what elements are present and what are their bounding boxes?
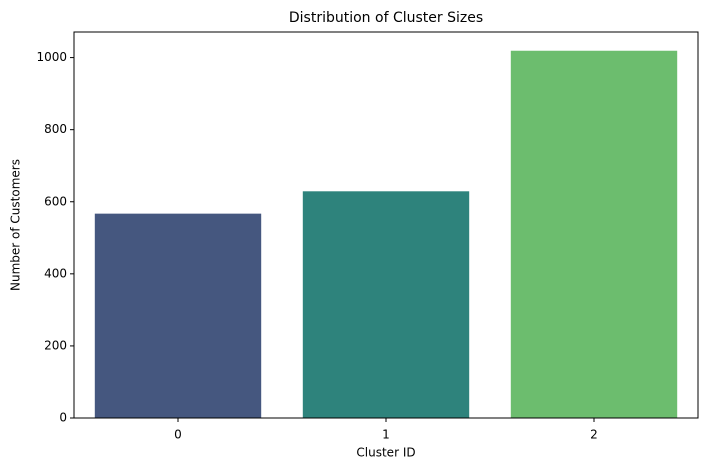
y-tick-label: 200 (44, 338, 67, 352)
bar (94, 213, 262, 418)
x-tick-label: 1 (382, 428, 390, 442)
y-tick-label: 400 (44, 266, 67, 280)
plot-frame (73, 31, 699, 419)
bar (510, 50, 678, 418)
y-tick-label: 1000 (36, 50, 67, 64)
chart-title: Distribution of Cluster Sizes (289, 10, 483, 26)
bar (302, 191, 470, 418)
y-tick-label: 0 (59, 411, 67, 425)
y-tick-label: 800 (44, 122, 67, 136)
x-axis-label: Cluster ID (356, 446, 415, 460)
x-tick-label: 0 (174, 428, 182, 442)
y-tick-label: 600 (44, 194, 67, 208)
y-axis-label: Number of Customers (9, 159, 23, 291)
x-tick-label: 2 (590, 428, 598, 442)
